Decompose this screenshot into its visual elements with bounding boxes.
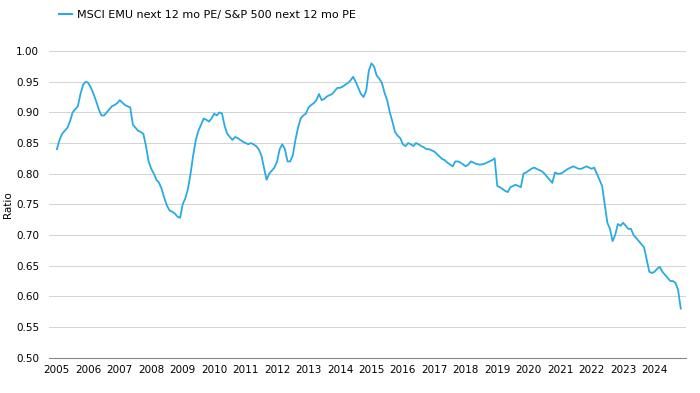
Y-axis label: Ratio: Ratio	[4, 191, 13, 218]
Legend: MSCI EMU next 12 mo PE/ S&P 500 next 12 mo PE: MSCI EMU next 12 mo PE/ S&P 500 next 12 …	[55, 6, 360, 24]
